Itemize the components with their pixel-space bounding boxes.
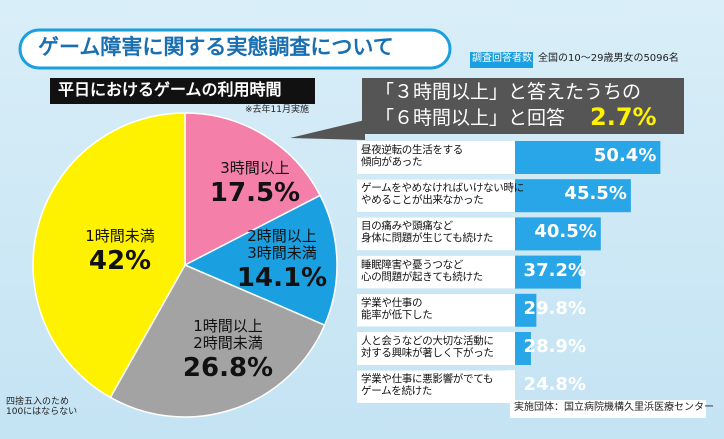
source: 実施団体：国立病院機構久里浜医療センター — [514, 402, 714, 413]
bar-label: 目の痛みや頭痛など 身体に問題が生じても続けた — [361, 220, 494, 245]
callout-box — [362, 78, 684, 134]
respondents-label: 調査回答者数 — [472, 53, 532, 64]
bar-label-box — [357, 332, 515, 365]
slice-label: 2時間以上 3時間未満 — [247, 227, 317, 263]
pie-slice — [184, 112, 322, 267]
callout-value: 2.7% — [590, 103, 657, 131]
bar-label-box — [357, 217, 515, 251]
title: ゲーム障害に関する実態調査について — [38, 35, 394, 59]
bar-label-box — [357, 255, 515, 289]
pie-note: ※去年11月実施 — [245, 105, 309, 115]
bar-value: 37.2% — [523, 259, 586, 281]
bar-value: 40.5% — [534, 221, 597, 243]
bar-label: 人と会うなどの大切な活動に 対する興味が著しく下がった — [361, 335, 494, 360]
bar-label-box — [357, 141, 515, 174]
slice-label: 3時間以上 — [220, 159, 290, 177]
pie-title: 平日におけるゲームの利用時間 — [58, 80, 282, 99]
slice-value: 17.5% — [209, 178, 301, 208]
bar-label: 昼夜逆転の生活をする 傾向があった — [361, 144, 463, 169]
bar-label-box — [357, 370, 515, 404]
slice-value: 26.8% — [182, 353, 274, 383]
pie-title-box — [50, 78, 315, 104]
pie-slice — [32, 112, 186, 399]
slice-label: 1時間未満 — [85, 227, 155, 245]
bar-label: 学業や仕事に悪影響がでても ゲームを続けた — [361, 373, 494, 398]
footnote: 四捨五入のため 100にはならない — [6, 397, 78, 418]
bar-value: 28.9% — [523, 336, 586, 357]
bar-value: 50.4% — [593, 145, 657, 166]
bar-label: ゲームをやめなければいけない時に やめることが出来なかった — [361, 182, 524, 207]
slice-label: 1時間以上 2時間未満 — [193, 317, 263, 353]
callout-line2: 「６時間以上」と回答 — [375, 107, 566, 129]
bar-label-box — [357, 179, 515, 213]
bar-value: 45.5% — [564, 183, 627, 205]
slice-value: 42% — [88, 246, 152, 276]
bar-label: 睡眠障害や憂うつなど 心の問題が起きても続けた — [361, 258, 483, 283]
slice-value: 14.1% — [236, 263, 328, 293]
callout-pointer — [290, 120, 365, 140]
bar-value: 24.8% — [523, 374, 586, 396]
title-pill — [18, 28, 452, 70]
bar-value: 29.8% — [523, 297, 586, 319]
respondents-box — [470, 52, 533, 68]
bar-label: 学業や仕事の 能率が低下した — [361, 296, 433, 321]
pie-slice — [183, 194, 338, 327]
source-box — [510, 400, 706, 418]
callout-line1: 「３時間以上」と答えたうちの — [375, 81, 642, 103]
respondents: 全国の10～29歳男女の5096名 — [538, 53, 679, 64]
bar-label-box — [357, 293, 515, 327]
